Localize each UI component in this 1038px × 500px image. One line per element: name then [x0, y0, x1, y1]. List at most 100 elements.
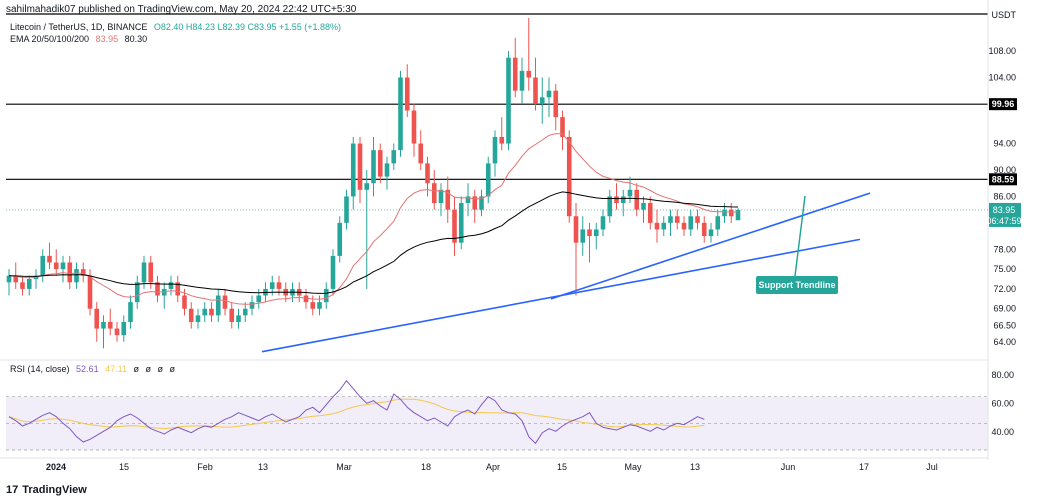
candle-body	[107, 321, 113, 329]
candle-body	[67, 262, 73, 283]
candle-body	[364, 183, 370, 190]
time-tick-label: 2024	[46, 462, 66, 472]
time-tick-label: May	[624, 462, 642, 472]
candle-body	[499, 136, 505, 144]
candle-body	[533, 77, 538, 104]
price-tick-label: 64.00	[993, 337, 1016, 347]
candle-body	[688, 216, 694, 230]
candle-body	[20, 282, 25, 289]
candle-body	[310, 302, 316, 309]
time-tick-label: Jul	[926, 462, 938, 472]
candle-body	[715, 216, 721, 230]
rsi-value-5: ø	[157, 364, 164, 374]
rsi-value-3: ø	[133, 364, 139, 374]
rsi-tick-label: 80.00	[991, 370, 1014, 380]
candle-body	[229, 308, 235, 322]
ohlc-values: O82.40 H84.23 L82.39 C83.95 +1.55 (+1.88…	[153, 22, 342, 32]
candle-body	[600, 216, 606, 230]
candle-body	[728, 209, 734, 217]
support-trendline-label: Support Trendline	[756, 276, 838, 294]
candle-body	[526, 70, 532, 78]
candle-body	[94, 308, 100, 329]
rsi-ma-line	[8, 398, 705, 430]
candle-body	[317, 302, 322, 309]
time-tick-label: 18	[421, 462, 431, 472]
price-tick-label: 78.00	[993, 244, 1016, 254]
candle-body	[269, 282, 275, 289]
candle-body	[168, 282, 174, 289]
support-trendline-upper	[550, 192, 871, 300]
ema-value-1: 83.95	[95, 34, 119, 44]
candle-body	[701, 222, 707, 237]
candle-body	[114, 328, 120, 336]
candle-body	[323, 288, 329, 303]
brand-name: TradingView	[22, 484, 87, 496]
ema-label: EMA 20/50/100/200	[10, 34, 90, 44]
candle-body	[668, 216, 673, 223]
time-tick-label: 13	[258, 462, 268, 472]
candle-body	[101, 321, 106, 329]
candle-body	[479, 196, 484, 210]
symbol-name: Litecoin / TetherUS, 1D, BINANCE	[10, 22, 148, 32]
candle-body	[573, 216, 579, 243]
candle-body	[249, 302, 255, 309]
candle-body	[391, 150, 397, 164]
price-tick-label: 104.00	[988, 72, 1016, 82]
candle-body	[209, 308, 214, 316]
candle-body	[202, 308, 208, 316]
ema-value-2: 80.30	[124, 34, 148, 44]
publish-info: sahilmahadik07 published on TradingView.…	[6, 4, 357, 15]
candle-body	[620, 196, 626, 204]
candle-body	[425, 163, 430, 184]
ema-20-line	[8, 133, 739, 305]
candle-body	[587, 229, 592, 237]
candle-body	[539, 97, 545, 104]
candle-body	[128, 302, 133, 322]
candle-body	[134, 282, 140, 303]
candle-body	[607, 196, 613, 217]
candle-body	[418, 143, 424, 164]
candle-body	[438, 189, 444, 204]
candle-body	[188, 308, 194, 322]
last-price-label: 83.95	[993, 205, 1016, 215]
candle-body	[458, 203, 464, 243]
rsi-legend: RSI (14, close) 52.61 47.11 ø ø ø ø	[10, 364, 179, 374]
currency-label: USDT	[992, 10, 1017, 20]
candle-body	[330, 255, 336, 289]
candle-body	[411, 110, 417, 144]
candle-body	[26, 279, 32, 289]
time-tick-label: 15	[119, 462, 129, 472]
candle-body	[641, 203, 646, 210]
candle-body	[74, 269, 79, 283]
level-label-box	[989, 98, 1017, 111]
footer-brand[interactable]: 17 TradingView	[6, 484, 87, 496]
time-tick-label: Mar	[336, 462, 352, 472]
candle-body	[357, 143, 363, 190]
level-label-box	[989, 173, 1017, 186]
rsi-value-1: 52.61	[76, 364, 99, 374]
candle-body	[722, 209, 727, 217]
candle-body	[344, 196, 349, 223]
time-tick-label: Jun	[781, 462, 796, 472]
candle-body	[614, 196, 619, 204]
candle-body	[593, 229, 599, 237]
rsi-value-2: 47.11	[105, 364, 127, 374]
price-tick-label: 86.00	[993, 191, 1016, 201]
candle-body	[161, 288, 167, 296]
candle-body	[175, 282, 181, 296]
candle-body	[236, 315, 241, 322]
time-tick-label: Feb	[197, 462, 213, 472]
candle-body	[485, 163, 491, 197]
tradingview-logo-icon: 17	[6, 484, 19, 496]
time-tick-label: 15	[557, 462, 567, 472]
candle-body	[472, 196, 478, 210]
candle-body	[492, 136, 498, 164]
candle-body	[553, 90, 559, 118]
rsi-label: RSI (14, close)	[10, 364, 70, 374]
annotation-pointer	[794, 195, 806, 277]
candle-body	[695, 216, 700, 223]
price-tick-label: 69.00	[993, 304, 1016, 314]
candle-body	[452, 209, 457, 243]
candle-body	[465, 196, 471, 204]
